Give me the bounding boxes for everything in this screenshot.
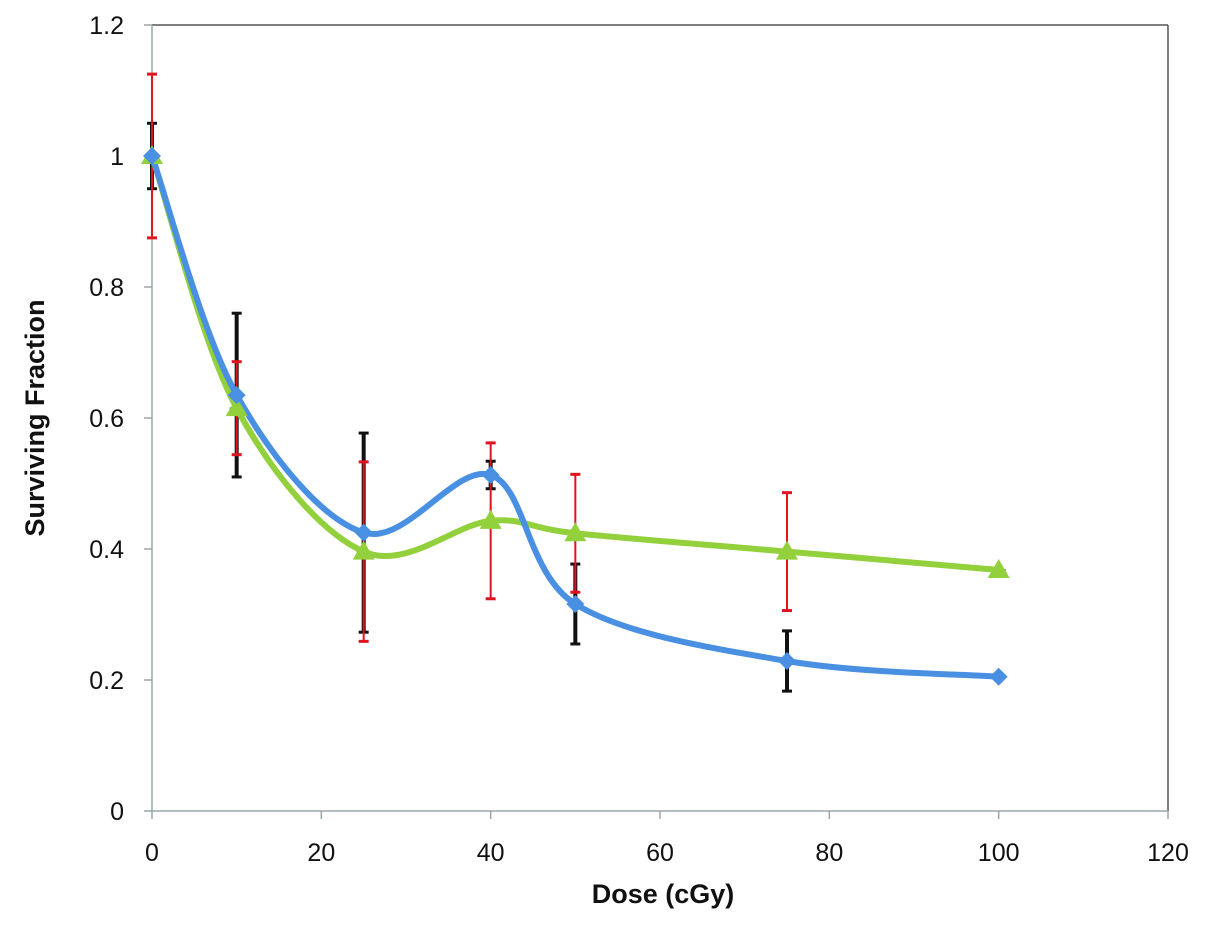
triangle-marker	[225, 397, 248, 417]
diamond-marker	[778, 652, 796, 671]
y-tick-label: 0.6	[89, 405, 124, 433]
triangle-marker	[479, 509, 502, 529]
x-tick-label: 120	[1147, 839, 1189, 867]
diamond-marker	[566, 595, 585, 614]
x-tick-label: 100	[978, 839, 1020, 867]
x-tick-label: 20	[307, 839, 335, 867]
y-tick-label: 0.8	[89, 274, 124, 302]
diamond-marker	[227, 386, 246, 405]
x-tick-label: 40	[477, 839, 505, 867]
y-tick-label: 0.4	[89, 536, 124, 564]
y-tick-label: 1	[110, 143, 124, 171]
triangle-marker	[564, 522, 587, 542]
triangle-marker	[987, 558, 1010, 578]
x-axis-title: Dose (cGy)	[592, 879, 735, 909]
diamond-marker	[354, 523, 373, 542]
x-tick-label: 60	[646, 839, 674, 867]
diamond-marker	[481, 465, 500, 484]
y-tick-label: 1.2	[89, 12, 124, 40]
y-tick-label: 0	[110, 798, 124, 826]
triangle-marker	[776, 540, 798, 560]
diamond-marker	[989, 667, 1008, 686]
y-axis-title: Surviving Fraction	[20, 299, 50, 536]
triangle-marker	[352, 540, 375, 560]
x-tick-label: 80	[815, 839, 843, 867]
y-tick-label: 0.2	[89, 667, 124, 695]
diamond-marker	[143, 147, 161, 165]
x-tick-label: 0	[145, 839, 159, 867]
